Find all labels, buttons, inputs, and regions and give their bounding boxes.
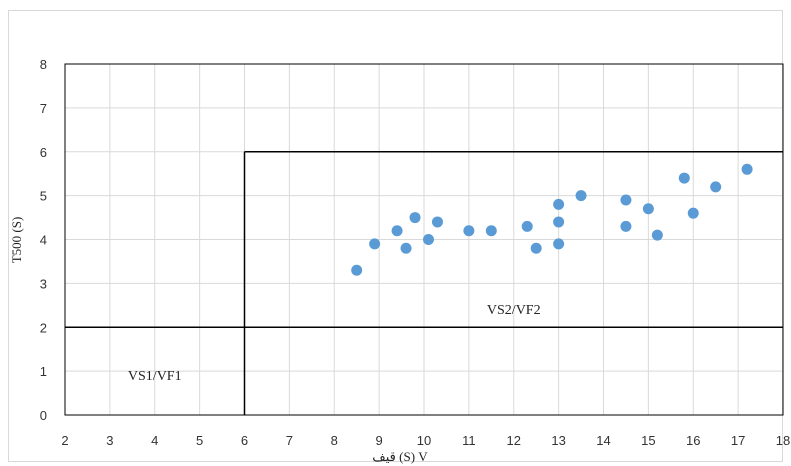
data-point (575, 190, 587, 202)
x-tick-label: 11 (462, 433, 476, 448)
x-tick-label: 4 (151, 433, 158, 448)
region-label: VS1/VF1 (128, 369, 182, 384)
data-point (651, 229, 663, 241)
x-tick-label: 16 (686, 433, 700, 448)
data-point (422, 234, 434, 245)
data-point (741, 163, 753, 175)
x-tick-label: 8 (331, 433, 338, 448)
x-tick-label: 3 (106, 433, 113, 448)
y-tick-label: 3 (40, 276, 47, 291)
y-tick-label: 1 (40, 364, 47, 379)
data-point (687, 207, 699, 219)
x-tick-label: 5 (196, 433, 203, 448)
y-tick-label: 2 (40, 320, 47, 335)
data-point (553, 216, 565, 228)
y-tick-label: 5 (40, 189, 47, 204)
y-tick-label: 6 (40, 145, 47, 160)
x-tick-label: 13 (551, 433, 565, 448)
x-tick-label: 7 (286, 433, 293, 448)
y-axis-title: T500 (S) (9, 217, 24, 264)
data-point (351, 264, 363, 276)
plot-border (64, 63, 784, 416)
y-tick-label: 7 (40, 101, 47, 116)
region-lines (65, 151, 783, 415)
x-tick-label: 9 (376, 433, 383, 448)
data-point (710, 181, 722, 193)
data-point (521, 220, 533, 232)
x-tick-label: 17 (731, 433, 745, 448)
x-axis-title: قيف (S) V (372, 449, 428, 464)
x-tick-label: 15 (641, 433, 655, 448)
data-point (369, 238, 381, 250)
x-tick-label: 6 (241, 433, 248, 448)
region-labels: VS1/VF1 VS2/VF2 (128, 303, 541, 384)
data-point (431, 216, 443, 228)
data-point (463, 225, 475, 237)
data-point (409, 212, 421, 224)
data-point (678, 172, 690, 184)
data-point (642, 203, 654, 215)
data-point (400, 242, 412, 254)
y-tick-label: 4 (40, 233, 47, 248)
x-tick-label: 12 (507, 433, 521, 448)
data-point (485, 225, 497, 237)
data-point (391, 225, 403, 237)
data-point (620, 220, 632, 232)
x-tick-label: 14 (596, 433, 610, 448)
y-tick-label: 0 (40, 408, 47, 423)
x-tick-label: 18 (776, 433, 790, 448)
y-tick-label: 8 (40, 57, 47, 72)
data-point (620, 194, 632, 206)
data-point (553, 198, 565, 210)
x-tick-label: 2 (61, 433, 68, 448)
data-point (530, 242, 542, 254)
region-label: VS2/VF2 (487, 303, 541, 318)
data-point (553, 238, 565, 250)
data-points (351, 163, 753, 276)
x-tick-label: 10 (417, 433, 431, 448)
